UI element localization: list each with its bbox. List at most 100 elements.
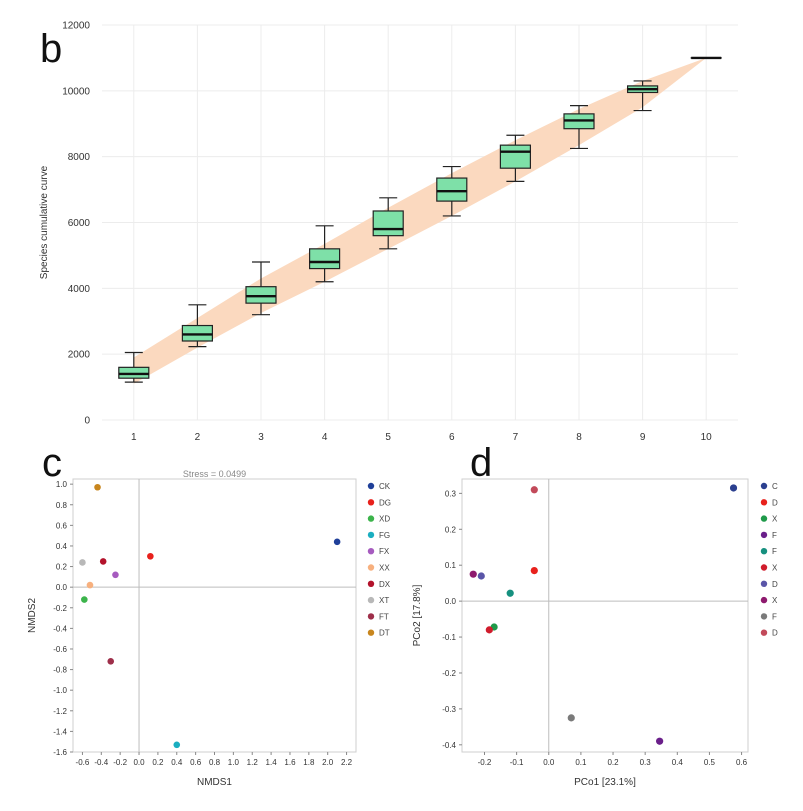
x-tick-label: 7 bbox=[513, 432, 519, 443]
x-tick-label: 10 bbox=[701, 432, 713, 443]
legend-marker bbox=[367, 629, 375, 636]
x-tick-label: 1.2 bbox=[247, 758, 259, 767]
legend-marker bbox=[367, 548, 375, 555]
y-tick-label: -0.3 bbox=[442, 705, 456, 714]
box-2 bbox=[181, 304, 213, 348]
legend-marker bbox=[367, 613, 375, 620]
y-tick-label: 0.0 bbox=[56, 583, 68, 592]
pcoa-y-tick-labels: 0.3 0.2 0.1 0.0 -0.1 -0.2 -0.3 -0.4 bbox=[442, 489, 462, 750]
legend-label: X bbox=[772, 596, 778, 605]
panel-label-b: b bbox=[40, 27, 62, 71]
point bbox=[729, 484, 738, 492]
point bbox=[656, 737, 664, 745]
pcoa-y-axis-title: PCo2 [17.8%] bbox=[412, 584, 423, 646]
legend-label: C bbox=[772, 482, 778, 491]
legend-label: DT bbox=[379, 629, 390, 638]
legend-marker bbox=[760, 531, 768, 539]
y-tick-label: -1.6 bbox=[53, 748, 67, 757]
y-tick-label: 6000 bbox=[68, 218, 91, 229]
legend-label: FX bbox=[379, 547, 390, 556]
point bbox=[469, 570, 477, 578]
x-tick-label: 1 bbox=[131, 432, 137, 443]
legend-marker bbox=[760, 580, 768, 587]
x-tick-label: 0.8 bbox=[209, 758, 221, 767]
y-tick-label: 0.4 bbox=[56, 542, 68, 551]
y-tick-label: -1.4 bbox=[53, 727, 67, 736]
legend-marker bbox=[760, 629, 768, 636]
x-tick-label: -0.1 bbox=[510, 758, 524, 767]
x-tick-label: 4 bbox=[322, 432, 328, 443]
x-tick-label: -0.4 bbox=[94, 758, 108, 767]
y-tick-label: 2000 bbox=[68, 350, 91, 361]
y-tick-label: 0.8 bbox=[56, 501, 68, 510]
x-tick-label: 1.8 bbox=[303, 758, 315, 767]
legend-marker bbox=[760, 482, 768, 490]
box-5 bbox=[372, 197, 404, 250]
x-tick-label: 6 bbox=[449, 432, 455, 443]
legend-label: D bbox=[772, 498, 778, 507]
legend-marker bbox=[367, 499, 375, 506]
x-tick-label: 1.6 bbox=[284, 758, 296, 767]
y-tick-label: -0.2 bbox=[53, 604, 67, 613]
legend-label: XT bbox=[379, 596, 389, 605]
point bbox=[477, 572, 485, 580]
y-tick-label: -1.0 bbox=[53, 686, 67, 695]
y-tick-label: -0.6 bbox=[53, 645, 67, 654]
x-tick-label: 1.0 bbox=[228, 758, 240, 767]
nmds-x-axis-title: NMDS1 bbox=[197, 777, 232, 788]
legend-label: XX bbox=[379, 564, 390, 573]
x-tick-label: 0.4 bbox=[672, 758, 684, 767]
box-8 bbox=[563, 105, 595, 150]
point bbox=[567, 714, 575, 722]
legend-label: X bbox=[772, 564, 778, 573]
y-tick-label: 1.0 bbox=[56, 480, 68, 489]
pcoa-zero-lines bbox=[462, 479, 748, 752]
legend-marker bbox=[760, 548, 768, 555]
legend-label: D bbox=[772, 629, 778, 638]
stress-annotation: Stress = 0.0499 bbox=[183, 469, 246, 479]
x-tick-label: 0.2 bbox=[152, 758, 164, 767]
nmds-panel: 1.0 0.8 0.6 0.4 0.2 0.0 -0.2 -0.4 -0.6 -0.8 -1.0 -1… bbox=[27, 469, 391, 788]
pcoa-panel: 0.3 0.2 0.1 0.0 -0.1 -0.2 -0.3 -0.4 -0.2 -0.1 0.0… bbox=[412, 478, 778, 788]
y-tick-label: -0.4 bbox=[442, 741, 456, 750]
y-tick-label: 0.0 bbox=[445, 597, 457, 606]
y-tick-label: 8000 bbox=[68, 152, 91, 163]
x-tick-label: 3 bbox=[258, 432, 264, 443]
pcoa-x-tick-labels: -0.2 -0.1 0.0 0.1 0.2 0.3 0.4 0.5 0.6 bbox=[478, 752, 748, 767]
point bbox=[506, 589, 514, 597]
y-tick-labels: 0 2000 4000 6000 8000 10000 12000 bbox=[62, 21, 90, 427]
y-axis-title: Species cumulative curve bbox=[39, 165, 50, 279]
point-DT bbox=[94, 483, 101, 491]
point-XD bbox=[81, 596, 88, 603]
x-tick-label: 2 bbox=[195, 432, 201, 443]
boxplot-grid bbox=[102, 24, 738, 421]
point bbox=[485, 626, 493, 634]
box-1 bbox=[118, 351, 150, 383]
y-tick-label: -0.8 bbox=[53, 666, 67, 675]
legend-marker bbox=[367, 596, 375, 604]
legend-marker bbox=[760, 596, 768, 604]
point-DX bbox=[99, 558, 107, 565]
nmds-legend: CK DG XD FG FX XX DX XT FT DT bbox=[367, 482, 391, 638]
legend-marker bbox=[760, 613, 768, 620]
point-CK bbox=[333, 538, 341, 546]
x-tick-label: -0.2 bbox=[113, 758, 127, 767]
x-tick-label: 0.0 bbox=[133, 758, 145, 767]
point bbox=[530, 486, 538, 494]
x-tick-label: 0.6 bbox=[736, 758, 748, 767]
panel-label-d: d bbox=[470, 441, 492, 485]
x-tick-label: 0.4 bbox=[171, 758, 183, 767]
y-tick-label: 0.2 bbox=[445, 525, 457, 534]
box-7 bbox=[499, 134, 531, 182]
point-XT bbox=[79, 559, 86, 566]
y-tick-label: 4000 bbox=[68, 284, 91, 295]
legend-label: F bbox=[772, 531, 777, 540]
x-tick-label: 0.3 bbox=[640, 758, 652, 767]
box-3 bbox=[245, 261, 277, 316]
legend-label: X bbox=[772, 515, 778, 524]
y-tick-label: 0.1 bbox=[445, 561, 457, 570]
box-iqr bbox=[436, 177, 468, 202]
pcoa-plot-frame bbox=[461, 478, 749, 753]
point-DG bbox=[147, 552, 154, 560]
